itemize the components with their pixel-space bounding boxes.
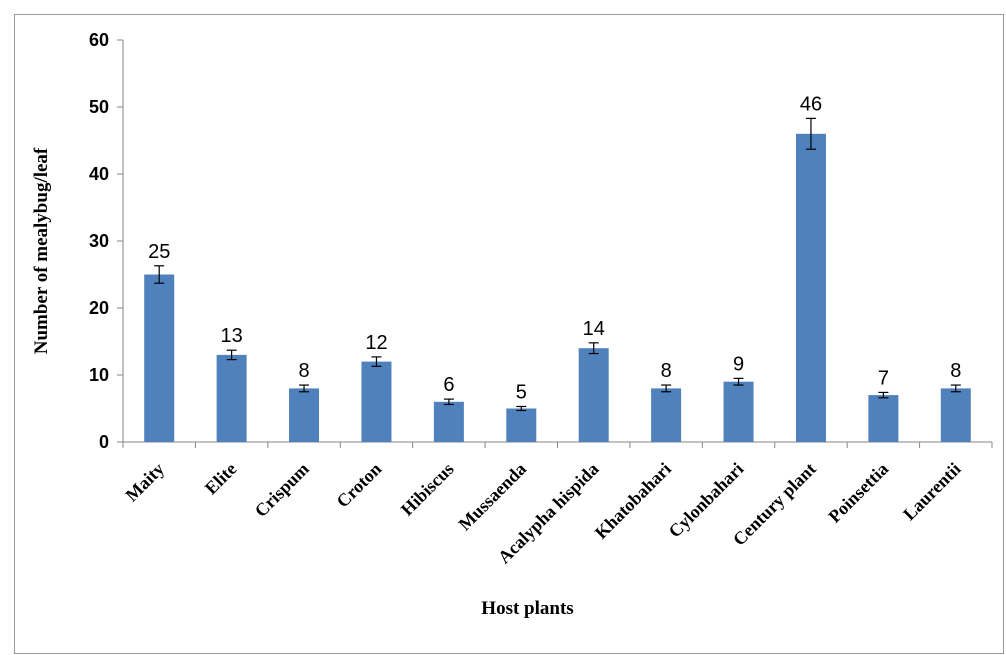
y-tick-label: 0 (99, 432, 109, 452)
y-tick-label: 60 (89, 30, 109, 50)
bar (433, 401, 464, 442)
data-label: 6 (443, 374, 454, 396)
error-bars (154, 117, 961, 412)
y-axis-title: Number of mealybug/leaf (31, 147, 52, 354)
data-label: 8 (298, 360, 309, 382)
data-label: 8 (950, 360, 961, 382)
data-label: 9 (733, 353, 744, 375)
data-label: 46 (800, 93, 822, 115)
data-label: 13 (221, 325, 243, 347)
x-tick-label: Maity (121, 459, 168, 506)
bar (506, 408, 537, 442)
x-axis-title: Host plants (481, 598, 573, 619)
bar (289, 388, 320, 442)
bar (940, 388, 971, 442)
axes (117, 39, 993, 448)
bars (144, 133, 971, 443)
x-tick-label: Poinsettia (824, 459, 892, 527)
x-tick-label: Hibiscus (397, 459, 458, 520)
x-tick-label: Mussaenda (454, 459, 530, 535)
y-tick-label: 40 (89, 164, 109, 184)
bar (795, 133, 826, 443)
bar-chart: 0 10 20 30 40 50 60 25 13 8 12 6 5 14 8 9 46 7 8 Maity Eli… (31, 30, 993, 619)
bar (144, 274, 175, 442)
data-label: 14 (583, 318, 605, 340)
y-tick-label: 20 (89, 298, 109, 318)
data-label: 7 (878, 367, 889, 389)
bar (651, 388, 682, 442)
y-tick-label: 50 (89, 97, 109, 117)
y-tick-label: 30 (89, 231, 109, 251)
data-labels: 25 13 8 12 6 5 14 8 9 46 7 8 (148, 93, 961, 403)
x-tick-label: Laurentii (899, 459, 965, 525)
x-tick-label: Khatobahari (591, 459, 675, 543)
data-label: 12 (365, 332, 387, 354)
data-label: 5 (516, 381, 527, 403)
x-tick-label: Elite (201, 459, 241, 499)
chart-frame: 0 10 20 30 40 50 60 25 13 8 12 6 5 14 8 9 46 7 8 Maity Eli… (14, 14, 1004, 654)
bar (868, 395, 899, 442)
data-label: 25 (148, 241, 170, 263)
x-tick-labels: Maity Elite Crispum Croton HibiscusMussaenda… (121, 459, 964, 568)
bar (361, 361, 392, 442)
bar (216, 354, 247, 442)
y-tick-labels: 0 10 20 30 40 50 60 (89, 30, 109, 452)
x-tick-label: Crispum (251, 459, 313, 521)
bar (578, 348, 609, 442)
x-tick-label: Croton (332, 459, 385, 512)
data-label: 8 (661, 360, 672, 382)
bar (723, 381, 754, 442)
y-tick-label: 10 (89, 365, 109, 385)
